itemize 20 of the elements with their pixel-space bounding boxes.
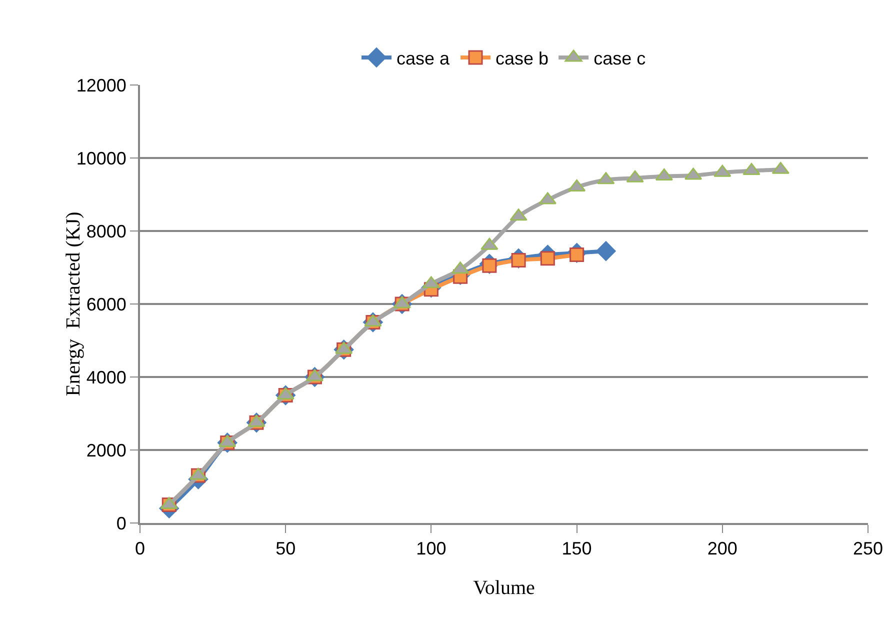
legend-label: case a [396,48,451,68]
y-tick-label: 8000 [86,221,126,242]
y-tick-label: 10000 [76,148,126,168]
y-axis-title: Energy Extracted (KJ) [62,212,84,396]
y-tick-label: 2000 [86,440,126,460]
x-tick-label: 0 [134,538,146,559]
legend-label: case c [594,48,646,68]
x-tick-label: 100 [416,538,446,559]
point [540,251,555,266]
point [596,241,616,261]
legend-label: case b [496,48,549,68]
x-axis-title: Volume [473,577,536,599]
x-tick-label: 250 [852,538,884,559]
y-tick-label: 6000 [86,294,126,314]
x-tick-label: 50 [276,538,296,559]
y-tick-label: 0 [116,513,126,534]
y-tick-label: 12000 [76,75,126,96]
x-tick-label: 200 [707,538,738,559]
y-tick-label: 4000 [86,367,126,388]
x-tick-label: 150 [562,538,592,559]
